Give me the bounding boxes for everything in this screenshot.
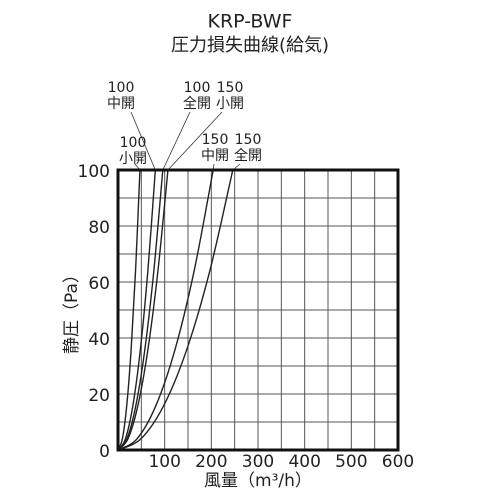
x-tick-label: 300 [242, 452, 274, 472]
x-tick-label: 500 [335, 452, 367, 472]
leader-line [167, 111, 223, 171]
curve-label: 中開 [201, 148, 229, 164]
curve-label: 150 [235, 132, 262, 148]
curve-label: 150 [217, 80, 244, 96]
curve [117, 169, 234, 451]
x-tick-label: 400 [288, 452, 320, 472]
leader-line [130, 111, 156, 171]
curve [117, 169, 164, 451]
curve-label: 全開 [183, 95, 211, 112]
x-tick-label: 200 [195, 452, 227, 472]
y-tick-label: 60 [88, 274, 110, 294]
curve-label: 全開 [234, 147, 262, 164]
x-tick-label: 100 [148, 452, 180, 472]
y-axis-label: 静圧（Pa） [62, 266, 82, 354]
curve-label: 100 [184, 80, 211, 96]
y-tick-label: 20 [88, 386, 110, 406]
x-axis-label: 風量（m³/h） [204, 471, 312, 491]
y-tick-label: 100 [78, 162, 110, 182]
curve-label: 中開 [107, 96, 135, 112]
curve-label: 100 [120, 135, 147, 151]
chart-title: KRP-BWF [208, 11, 293, 33]
curve [117, 169, 157, 451]
y-tick-label: 0 [99, 442, 110, 462]
curve [117, 169, 214, 451]
chart-subtitle: 圧力損失曲線(給気) [171, 35, 329, 56]
curve-label: 100 [108, 80, 135, 96]
y-tick-label: 40 [88, 330, 110, 350]
x-tick-label: 600 [382, 452, 414, 472]
curve [117, 169, 169, 451]
curve-label: 小開 [119, 151, 147, 167]
y-tick-label: 80 [88, 218, 110, 238]
curve [117, 169, 141, 451]
leader-line [162, 111, 191, 171]
plot-frame [116, 168, 400, 452]
curve-label: 150 [202, 132, 229, 148]
curve-label: 小開 [216, 96, 244, 112]
